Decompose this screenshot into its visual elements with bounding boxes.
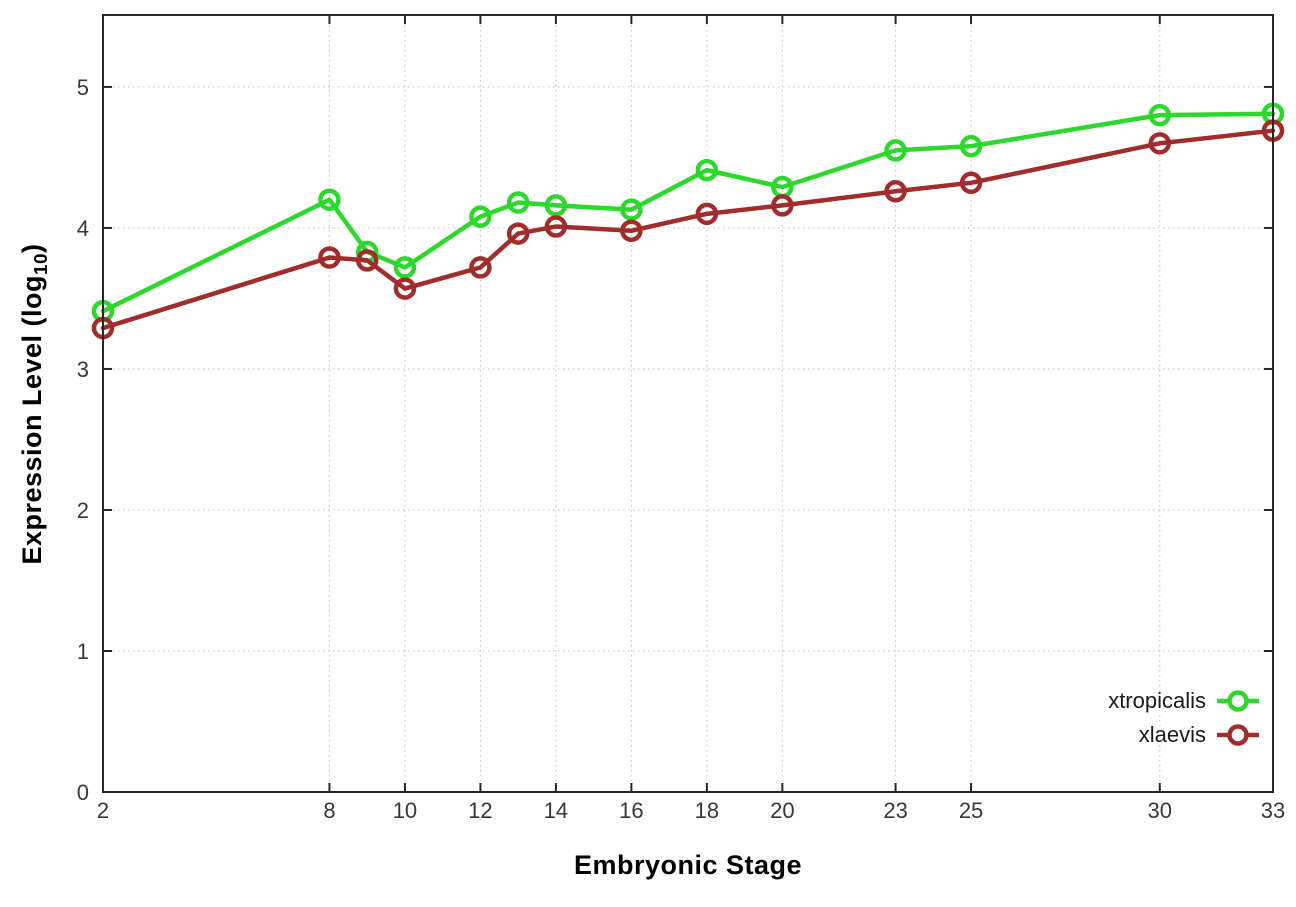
x-tick-label-18: 18 — [695, 798, 719, 823]
series-xtropicalis-line — [100, 111, 1276, 314]
y-tick-label-1: 1 — [77, 639, 89, 664]
series-xtropicalis-point-stage-16 — [620, 198, 643, 221]
y-tick-label-3: 3 — [77, 357, 89, 382]
series-xlaevis-point-stage-12 — [469, 256, 492, 279]
x-tick-label-33: 33 — [1261, 798, 1285, 823]
series-xlaevis-point-stage-8 — [318, 246, 341, 269]
series-xtropicalis-point-stage-18 — [695, 158, 719, 182]
series-xlaevis-point-stage-18 — [695, 202, 719, 226]
series-xtropicalis-point-stage-14 — [544, 194, 568, 217]
xtropicalis-marker-icon — [1217, 690, 1259, 712]
x-tick-label-2: 2 — [97, 798, 109, 823]
series-xlaevis-point-stage-20 — [771, 194, 794, 217]
series-xtropicalis-point-stage-12 — [469, 205, 492, 228]
plot-border — [102, 14, 1274, 793]
y-axis-title-suffix: ) — [16, 243, 47, 253]
series-xtropicalis-point-stage-8 — [318, 188, 341, 211]
series-xlaevis-point-stage-13 — [506, 222, 530, 245]
y-tick-label-0: 0 — [77, 780, 89, 805]
series-xlaevis-line — [100, 128, 1276, 331]
series-xlaevis-point-stage-23 — [884, 180, 907, 203]
series-xlaevis-point-stage-25 — [959, 171, 983, 195]
x-tick-label-8: 8 — [323, 798, 335, 823]
x-axis-title: Embryonic Stage — [573, 850, 803, 880]
legend-item-xtropicalis: xtropicalis — [1108, 686, 1260, 716]
legend: xtropicalis xlaevis — [1108, 686, 1260, 750]
series-xtropicalis-point-stage-13 — [506, 191, 530, 214]
y-tick-label-4: 4 — [77, 216, 89, 241]
series-xlaevis-point-stage-9 — [355, 249, 379, 272]
legend-label-xlaevis: xlaevis — [1138, 722, 1206, 747]
series-xtropicalis-point-stage-30 — [1148, 103, 1172, 127]
series-xlaevis-point-stage-30 — [1148, 132, 1172, 155]
x-tick-label-25: 25 — [959, 798, 983, 823]
series-xtropicalis-point-stage-10 — [393, 256, 417, 279]
y-axis-title-text: Expression Level (log — [16, 274, 47, 565]
legend-label-xtropicalis: xtropicalis — [1108, 688, 1206, 713]
x-tick-label-12: 12 — [468, 798, 492, 823]
x-tick-label-16: 16 — [619, 798, 643, 823]
y-tick-label-2: 2 — [77, 498, 89, 523]
x-tick-label-20: 20 — [770, 798, 794, 823]
y-tick-label-5: 5 — [77, 75, 89, 100]
x-tick-label-30: 30 — [1148, 798, 1172, 823]
y-axis-title: Expression Level (log10) — [17, 243, 53, 564]
x-tick-label-23: 23 — [883, 798, 907, 823]
series-xtropicalis-point-stage-25 — [959, 134, 983, 158]
series-xlaevis-point-stage-10 — [393, 277, 417, 300]
series-xtropicalis-point-stage-23 — [884, 139, 907, 162]
x-tick-label-10: 10 — [393, 798, 417, 823]
x-tick-label-14: 14 — [544, 798, 568, 823]
series-xlaevis-point-stage-16 — [620, 219, 643, 243]
y-axis-title-subscript: 10 — [31, 252, 53, 275]
xlaevis-marker-icon — [1217, 724, 1259, 746]
series-xlaevis-point-stage-14 — [544, 215, 568, 238]
legend-item-xlaevis: xlaevis — [1108, 720, 1260, 750]
